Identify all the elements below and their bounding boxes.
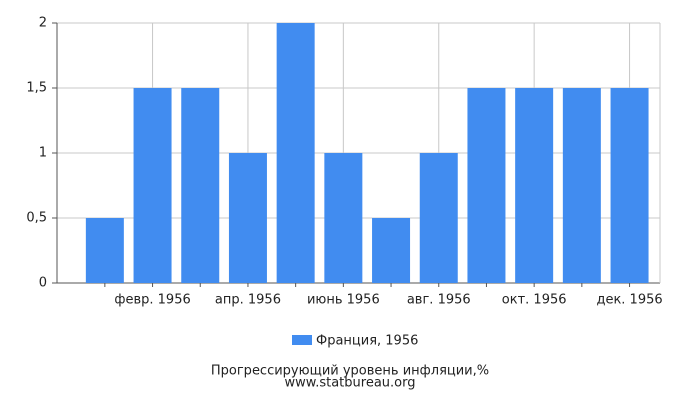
bar [419,153,458,283]
x-tick-label: дек. 1956 [596,293,662,308]
bar [372,218,411,283]
y-tick-label: 0 [39,276,47,291]
bar [610,88,649,283]
x-tick-label: авг. 1956 [407,293,471,308]
bar [324,153,363,283]
x-tick-label: окт. 1956 [502,293,567,308]
bar [562,88,601,283]
x-tick-label: февр. 1956 [114,293,190,308]
x-tick-label: апр. 1956 [215,293,281,308]
bar [228,153,267,283]
bar [85,218,124,283]
chart-subtitle: www.statbureau.org [285,376,416,391]
bar [133,88,172,283]
y-tick-label: 0,5 [26,211,47,226]
bar [181,88,220,283]
legend-swatch [292,335,312,345]
x-tick-label: июнь 1956 [307,293,380,308]
bar [515,88,554,283]
bar [467,88,506,283]
y-tick-label: 2 [39,16,47,31]
chart-title: Прогрессирующий уровень инфляции,% [211,364,489,379]
bar [276,23,315,283]
y-tick-label: 1 [39,146,47,161]
y-tick-label: 1,5 [26,81,47,96]
legend-label: Франция, 1956 [316,334,418,349]
